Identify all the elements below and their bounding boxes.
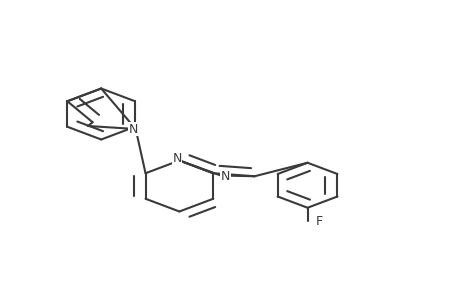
Text: N: N [129, 122, 138, 136]
Text: N: N [172, 152, 181, 166]
Text: N: N [220, 170, 230, 184]
Text: F: F [315, 215, 322, 228]
